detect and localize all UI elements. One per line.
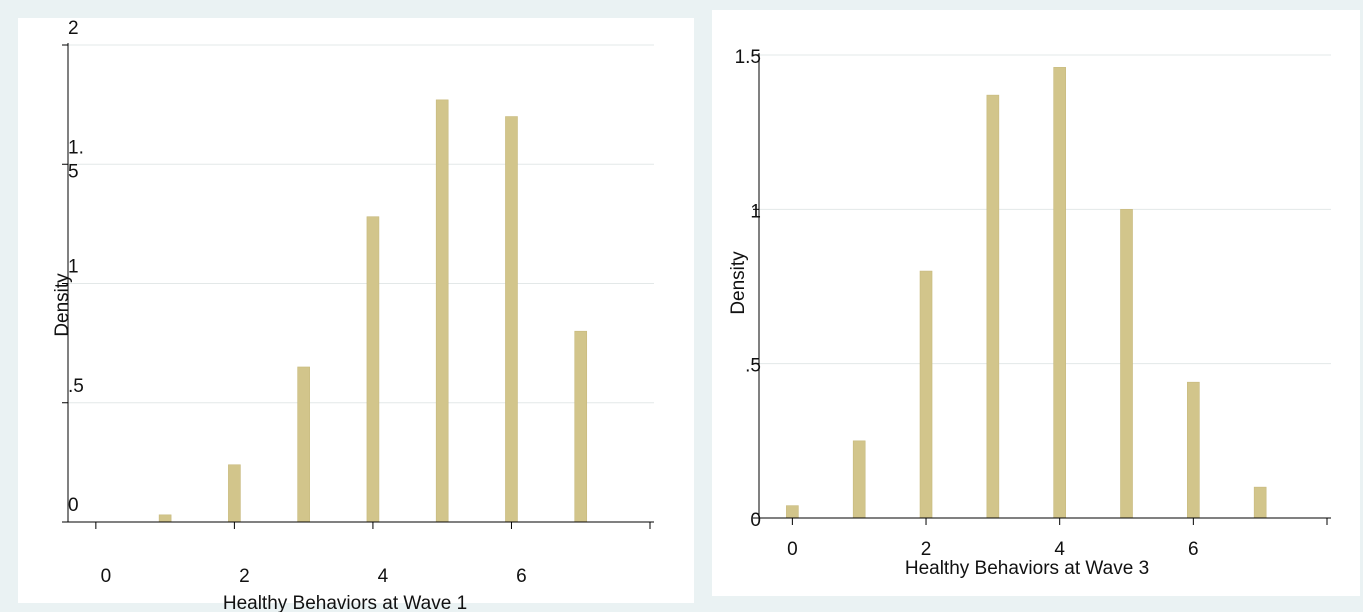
y-tick-label: 1 <box>68 257 79 278</box>
chart-wave1: 0 .5 1 1. 5 2 0 2 4 6 Healthy Behaviors at Wave 1 D… <box>0 0 697 612</box>
bar-x4 <box>366 216 380 523</box>
y-tick-label: 0 <box>68 495 79 516</box>
y-axis-title: Density <box>728 251 749 315</box>
chart-wave3: 0 .5 1 1.5 0 2 4 6 Healthy Behaviors at Wave 3 De… <box>697 0 1363 612</box>
y-tick-label: 1 <box>750 201 761 222</box>
x-tick-label: 2 <box>921 539 932 560</box>
y-tick-label: .5 <box>745 356 761 377</box>
x-tick-label: 4 <box>378 566 389 587</box>
bar-x2 <box>228 464 241 523</box>
x-tick-label: 6 <box>1188 539 1199 560</box>
plot-area <box>712 10 1360 596</box>
x-axis-title: Healthy Behaviors at Wave 1 <box>223 593 467 612</box>
chart-panel-wave1: 0 .5 1 1. 5 2 0 2 4 6 Healthy Behaviors at Wave 1 D… <box>0 0 697 612</box>
bar-x1 <box>852 440 866 519</box>
bar-x3 <box>986 94 1000 519</box>
bar-x7 <box>1253 486 1267 519</box>
x-tick-label: 2 <box>239 566 250 587</box>
y-tick-label: 2 <box>68 18 79 39</box>
bar-x5 <box>435 99 449 523</box>
bar-x1 <box>158 514 172 523</box>
bar-x0 <box>786 505 799 519</box>
bar-x4 <box>1053 67 1066 519</box>
x-tick-label: 6 <box>516 566 527 587</box>
bar-x6 <box>505 116 518 523</box>
x-tick-label: 4 <box>1054 539 1065 560</box>
bar-x6 <box>1187 381 1200 519</box>
plot-area <box>18 18 694 603</box>
x-tick-label: 0 <box>787 539 798 560</box>
x-tick-label: 0 <box>101 566 112 587</box>
bar-x3 <box>297 366 310 523</box>
chart-panel-wave3: 0 .5 1 1.5 0 2 4 6 Healthy Behaviors at Wave 3 De… <box>697 0 1363 612</box>
bar-x2 <box>919 270 933 519</box>
bar-x5 <box>1120 209 1133 519</box>
y-axis-title: Density <box>52 273 73 337</box>
x-axis-title: Healthy Behaviors at Wave 3 <box>905 558 1149 579</box>
y-tick-label: 1.5 <box>735 47 761 68</box>
y-tick-label: 0 <box>750 510 761 531</box>
bar-x7 <box>574 330 588 523</box>
y-tick-label: 1.5 <box>68 137 84 182</box>
y-tick-label: .5 <box>68 376 84 397</box>
